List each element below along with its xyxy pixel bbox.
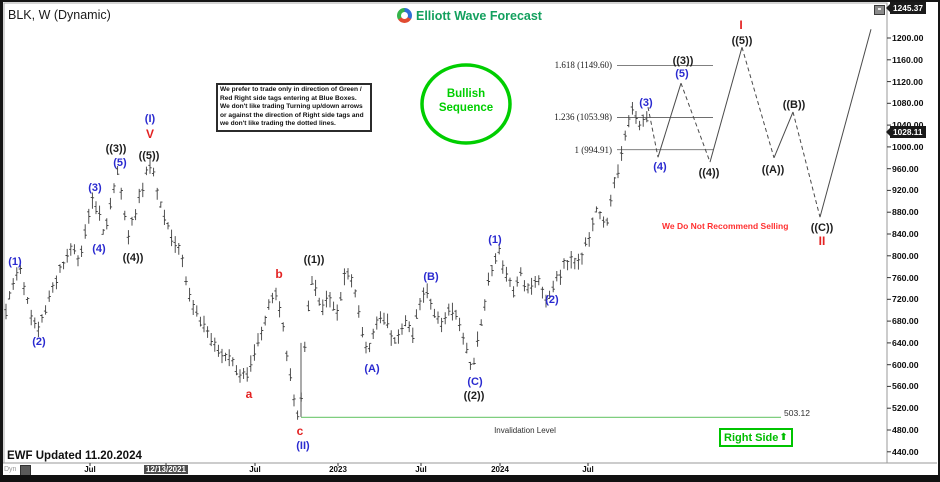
x-axis-label: 2023 <box>329 465 347 474</box>
y-axis-label: 640.00 <box>892 337 919 348</box>
y-axis-label: 1120.00 <box>892 76 923 87</box>
update-date-label: EWF Updated 11.20.2024 <box>7 450 142 462</box>
y-axis-label: 960.00 <box>892 163 919 174</box>
fib-level-label: 1 (994.91) <box>574 144 613 155</box>
wave-label: ((4)) <box>122 252 144 264</box>
projection-path <box>657 83 682 158</box>
projection-path <box>773 111 794 158</box>
y-axis-label: 920.00 <box>892 185 919 196</box>
fib-level-label: 1.236 (1053.98) <box>554 112 612 123</box>
chart-settings-icon[interactable] <box>874 5 885 15</box>
bullish-sequence-label: Bullish Sequence <box>438 88 494 114</box>
wave-label: (5) <box>675 68 689 80</box>
dyn-mode-label: Dyn <box>4 466 17 473</box>
wave-label: (4) <box>653 161 667 173</box>
y-axis-label: 1160.00 <box>892 54 923 65</box>
price-bars <box>4 102 649 420</box>
up-arrow-icon: ⬆ <box>779 432 788 443</box>
wave-label: (2) <box>32 336 46 348</box>
y-axis-label: 800.00 <box>892 250 919 261</box>
invalidation-level-value: 503.12 <box>784 408 810 418</box>
wave-label: ((3)) <box>672 55 694 67</box>
wave-label: (C) <box>467 376 483 388</box>
wave-label: (4) <box>92 243 106 255</box>
no-sell-warning: We Do Not Recommend Selling <box>662 221 789 231</box>
window-frame-bottom <box>0 475 940 482</box>
wave-label: c <box>296 424 304 438</box>
brand-logo-icon <box>397 8 412 23</box>
projection-path <box>792 111 821 218</box>
projection-path <box>819 29 872 218</box>
bullish-sequence-circle <box>420 63 512 145</box>
wave-label: (1) <box>8 256 22 268</box>
projection-path <box>680 83 711 163</box>
projection-path <box>647 107 659 158</box>
y-axis-label: 880.00 <box>892 207 919 218</box>
wave-label: (5) <box>113 157 127 169</box>
wave-label: V <box>145 127 155 141</box>
wave-label: a <box>245 387 253 401</box>
y-axis-label: 720.00 <box>892 294 919 305</box>
window-frame-top <box>0 0 940 2</box>
x-axis-label: 12/13/2021 <box>143 465 189 474</box>
y-axis-label: 480.00 <box>892 425 919 435</box>
wave-label: (2) <box>545 294 559 306</box>
wave-label: (I) <box>144 113 156 125</box>
brand-header: Elliott Wave Forecast <box>397 8 542 23</box>
y-axis-label: 560.00 <box>892 381 919 392</box>
brand-name: Elliott Wave Forecast <box>416 8 542 23</box>
y-axis-label: 1000.00 <box>892 141 924 152</box>
wave-label: ((A)) <box>761 164 785 176</box>
wave-label: (II) <box>296 440 310 452</box>
price-badge: 1245.37 <box>886 2 926 14</box>
window-frame-right <box>938 0 940 482</box>
wave-label: (A) <box>364 363 380 375</box>
price-badge: 1028.11 <box>886 126 926 138</box>
right-side-label: Right Side <box>724 431 779 444</box>
wave-label: ((4)) <box>698 167 720 179</box>
trading-note-box: We prefer to trade only in direction of … <box>216 83 372 132</box>
x-axis-label: Jul <box>582 465 594 474</box>
y-axis-label: 840.00 <box>892 229 919 239</box>
x-axis-label: 2024 <box>491 465 509 474</box>
y-axis-label: 760.00 <box>892 272 919 283</box>
fib-level-label: 1.618 (1149.60) <box>554 60 612 71</box>
wave-label: b <box>275 267 283 281</box>
wave-label: ((B)) <box>782 99 806 111</box>
projection-path <box>741 47 775 158</box>
y-axis-label: 520.00 <box>892 403 919 414</box>
projection-path <box>709 47 743 163</box>
y-axis-label: 680.00 <box>892 316 919 327</box>
wave-label: ((1)) <box>303 254 325 266</box>
x-axis-label: Jul <box>249 465 261 474</box>
wave-label: I <box>739 18 743 32</box>
wave-label: (3) <box>639 97 653 109</box>
wave-label: ((C)) <box>810 222 834 234</box>
right-side-tag: Right Side ⬆ <box>719 428 793 447</box>
wave-label: (1) <box>488 234 502 246</box>
wave-label: ((5)) <box>731 35 753 47</box>
y-axis-label: 600.00 <box>892 359 919 370</box>
plot-border <box>3 2 888 464</box>
y-axis-label: 1040.00 <box>892 120 938 130</box>
wave-label: ((5)) <box>138 150 160 162</box>
y-axis-label: 1200.00 <box>892 33 924 43</box>
window-frame-left <box>0 0 3 482</box>
symbol-title: BLK, W (Dynamic) <box>8 8 111 22</box>
invalidation-level-label: Invalidation Level <box>494 426 556 435</box>
y-axis-label: 440.00 <box>892 446 919 457</box>
wave-label: II <box>818 234 826 248</box>
wave-label: (3) <box>88 182 102 194</box>
x-axis-label: Jul <box>415 465 427 474</box>
wave-label: (B) <box>423 271 439 283</box>
y-axis-label: 1080.00 <box>892 98 924 109</box>
wave-label: ((3)) <box>105 143 127 155</box>
wave-label: ((2)) <box>463 390 485 402</box>
x-axis-label: Jul <box>84 465 96 474</box>
